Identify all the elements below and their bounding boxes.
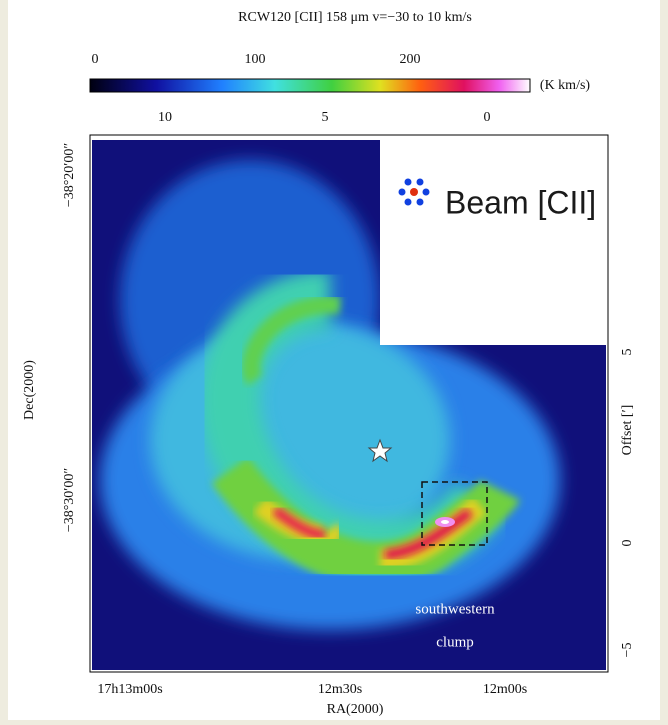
bottom-tick: 12m30s [318,682,362,697]
top-tick: 10 [158,110,172,125]
right-tick: 5 [620,349,635,356]
left-tick: −38°30′00″ [62,468,77,533]
bottom-tick: 17h13m00s [97,682,162,697]
bottom-tick: 12m00s [483,682,527,697]
right-axis-label: Offset [′] [620,405,635,456]
top-tick: 0 [484,110,491,125]
left-tick: −38°20′00″ [62,143,77,208]
annotation: clump [436,634,474,650]
colorbar-tick: 0 [92,52,99,67]
right-tick: 0 [620,540,635,547]
colorbar [89,78,531,93]
clump-box [421,481,488,546]
colorbar-unit: (K km/s) [540,78,591,93]
top-tick: 5 [322,110,329,125]
star [367,438,393,463]
right-tick: −5 [620,643,635,658]
title: RCW120 [CII] 158 μm v=−30 to 10 km/s [238,10,472,25]
plot-frame [89,134,609,673]
bottom-axis-label: RA(2000) [327,702,384,717]
beam-label: Beam [CII] [445,184,596,220]
beam-symbol [398,178,430,206]
left-axis-label: Dec(2000) [22,360,37,420]
annotation: southwestern [415,601,495,617]
colorbar-tick: 100 [245,52,266,67]
colorbar-tick: 200 [400,52,421,67]
